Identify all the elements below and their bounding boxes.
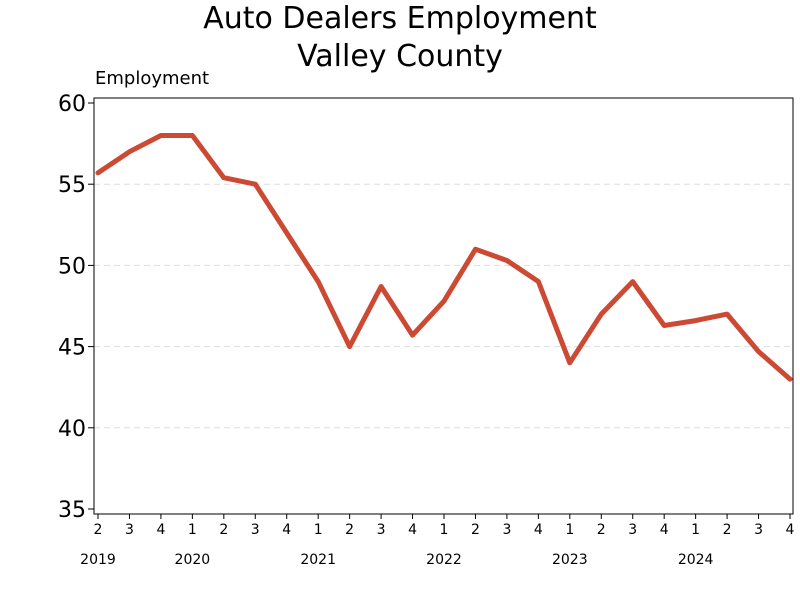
y-tick-label: 40 (58, 417, 86, 442)
x-tick-label: 4 (156, 522, 165, 538)
year-label: 2023 (552, 552, 588, 568)
year-label: 2020 (175, 552, 211, 568)
x-tick-label: 4 (534, 522, 543, 538)
x-tick-label: 2 (471, 522, 480, 538)
chart-subtitle: Valley County (297, 39, 503, 74)
series-group (95, 133, 793, 382)
y-tick-label: 45 (58, 336, 86, 361)
x-tick-label: 1 (565, 522, 574, 538)
y-tick-label: 60 (58, 92, 86, 117)
gridlines (94, 183, 793, 429)
x-tick-label: 3 (502, 522, 511, 538)
x-tick-label: 4 (282, 522, 291, 538)
chart-title: Auto Dealers Employment (203, 1, 597, 36)
y-tick-label: 50 (58, 254, 86, 279)
series-line (95, 133, 793, 382)
x-tick-label: 3 (251, 522, 260, 538)
x-tick-label: 3 (628, 522, 637, 538)
x-tick-label: 2 (345, 522, 354, 538)
x-tick-label: 2 (723, 522, 732, 538)
x-tick-label: 2 (597, 522, 606, 538)
x-tick-label: 1 (440, 522, 449, 538)
x-tick-label: 1 (188, 522, 197, 538)
x-tick-label: 4 (660, 522, 669, 538)
x-tick-label: 3 (377, 522, 386, 538)
x-tick-label: 2 (219, 522, 228, 538)
plot-frame (93, 97, 794, 515)
year-label: 2021 (300, 552, 336, 568)
x-tick-label: 3 (125, 522, 134, 538)
x-tick-label: 1 (691, 522, 700, 538)
x-tick-label: 3 (754, 522, 763, 538)
y-tick-label: 55 (58, 173, 86, 198)
y-tick-label: 35 (58, 498, 86, 523)
year-label: 2022 (426, 552, 462, 568)
x-tick-label: 2 (94, 522, 103, 538)
x-tick-label: 4 (408, 522, 417, 538)
x-tick-label: 4 (786, 522, 795, 538)
year-label: 2024 (678, 552, 714, 568)
x-axis: 2 3 4 1 2 3 4 1 2 3 4 1 2 3 4 1 2 3 4 1 2 3 4 2019 2020 2021 2022 2… (80, 514, 795, 568)
y-axis: 35 40 45 50 55 60 (58, 92, 94, 523)
x-tick-label: 1 (314, 522, 323, 538)
year-label: 2019 (80, 552, 116, 568)
y-axis-label: Employment (95, 68, 210, 89)
